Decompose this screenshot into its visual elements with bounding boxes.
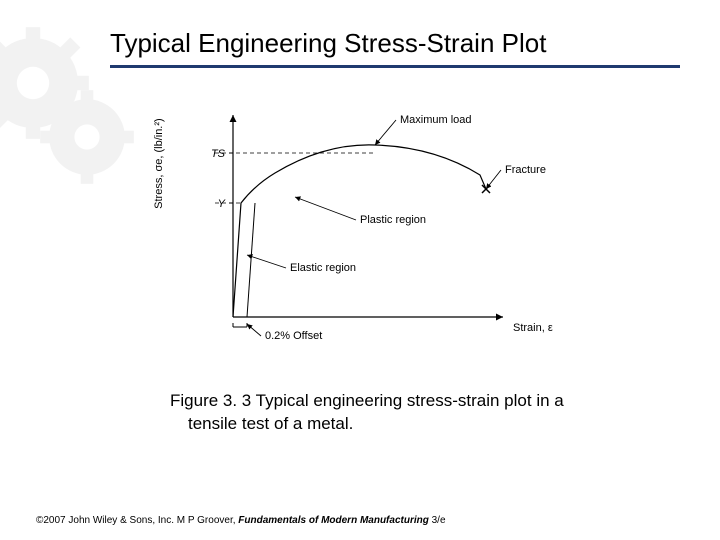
footer-book-title: Fundamentals of Modern Manufacturing: [238, 515, 429, 526]
copyright-footer: ©2007 John Wiley & Sons, Inc. M P Groove…: [36, 515, 446, 526]
svg-text:Strain, ε: Strain, ε: [513, 322, 553, 334]
svg-text:TS: TS: [211, 148, 226, 160]
footer-edition: 3/e: [429, 515, 446, 526]
svg-text:Plastic region: Plastic region: [360, 214, 426, 226]
footer-copyright: ©2007 John Wiley & Sons, Inc. M P Groove…: [36, 515, 238, 526]
caption-line-1: Figure 3. 3 Typical engineering stress‑s…: [170, 390, 640, 413]
svg-text:Maximum load: Maximum load: [400, 114, 472, 126]
svg-text:0.2% Offset: 0.2% Offset: [265, 330, 322, 342]
slide-title-area: Typical Engineering Stress-Strain Plot: [110, 28, 680, 68]
caption-line-2: tensile test of a metal.: [170, 413, 640, 436]
figure-caption: Figure 3. 3 Typical engineering stress‑s…: [170, 390, 640, 436]
svg-text:Y: Y: [218, 198, 226, 210]
y-axis-label: Stress, σe, (lb/in.²): [153, 118, 165, 209]
svg-text:Fracture: Fracture: [505, 164, 546, 176]
stress-strain-chart: TS Y Strain, ε Maximum load Fracture Plastic …: [195, 105, 555, 355]
svg-text:Elastic region: Elastic region: [290, 262, 356, 274]
slide-title: Typical Engineering Stress-Strain Plot: [110, 28, 680, 68]
